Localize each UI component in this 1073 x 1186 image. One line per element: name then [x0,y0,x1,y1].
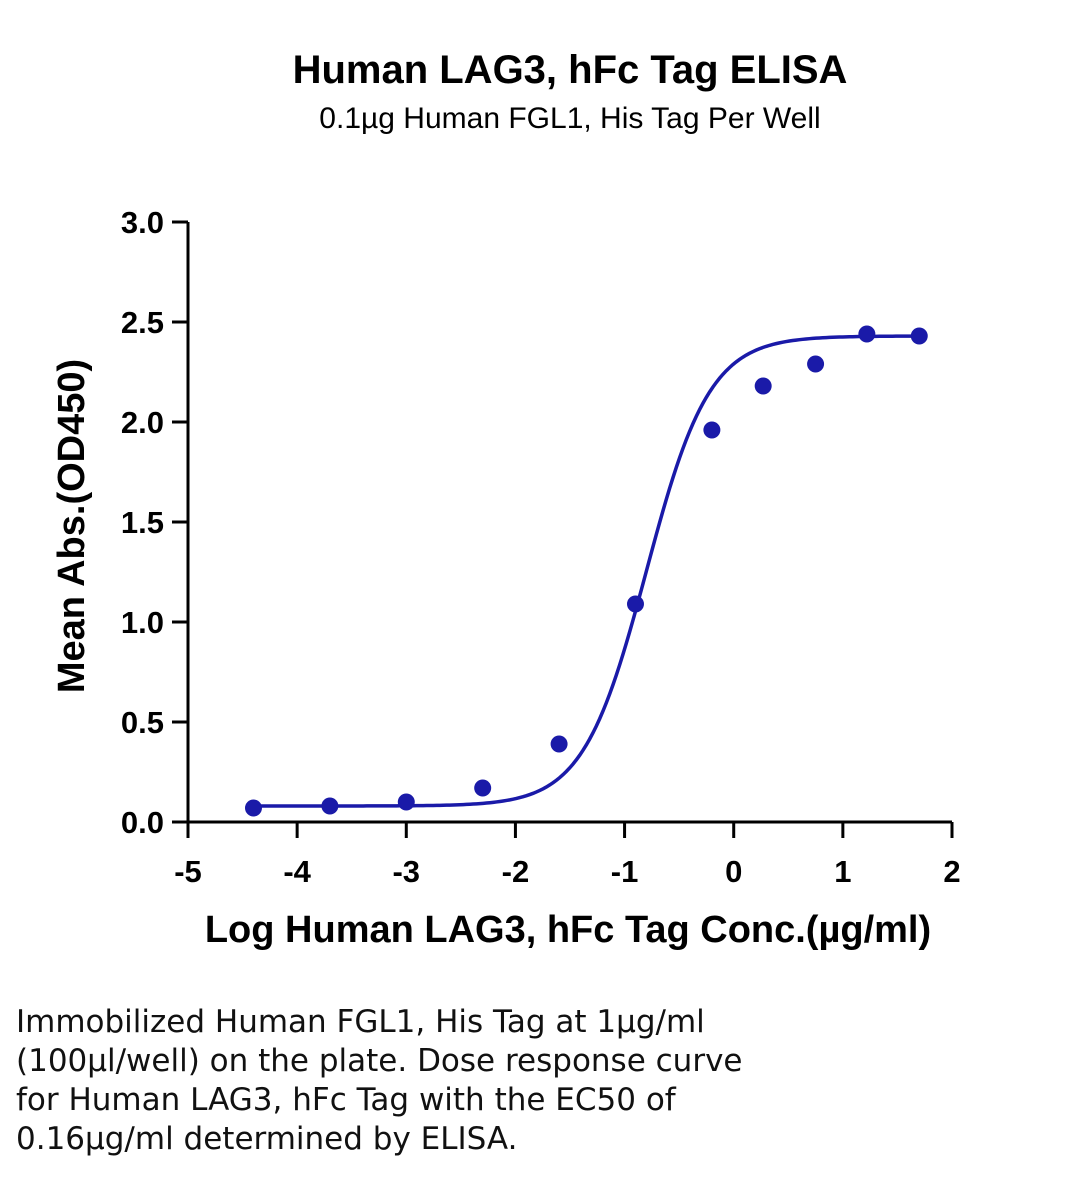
x-tick-label: -2 [502,854,530,889]
axes-group [186,222,952,824]
y-tick-group: 0.0 0.5 1.0 1.5 2.0 2.5 3.0 [121,205,188,840]
y-tick-label: 0.5 [121,705,164,740]
data-point [807,355,825,373]
data-point [754,377,772,395]
chart-subtitle: 0.1µg Human FGL1, His Tag Per Well [319,102,820,135]
x-tick-label: 2 [943,854,960,889]
data-point [703,421,721,439]
chart-title: Human LAG3, hFc Tag ELISA [293,48,848,92]
x-tick-group: -5 -4 -3 -2 -1 0 1 2 [174,822,961,889]
figure-caption: Immobilized Human FGL1, His Tag at 1µg/m… [16,1004,743,1157]
data-point [910,327,928,345]
y-tick-label: 2.0 [121,405,164,440]
y-tick-label: 1.0 [121,605,164,640]
data-point [397,793,415,811]
x-tick-label: 0 [725,854,742,889]
x-tick-label: -4 [283,854,311,889]
data-point [858,325,876,343]
x-tick-label: 1 [834,854,851,889]
fit-curve-group [253,334,920,808]
data-point [321,797,339,815]
data-point [244,799,262,817]
y-axis-label: Mean Abs.(OD450) [51,359,93,693]
y-tick-label: 0.0 [121,805,164,840]
x-tick-label: -3 [392,854,420,889]
y-tick-label: 1.5 [121,505,164,540]
y-tick-label: 3.0 [121,205,164,240]
y-tick-label: 2.5 [121,305,164,340]
fit-curve-line [253,334,920,808]
x-tick-label: -1 [611,854,639,889]
data-point [550,735,568,753]
data-point [626,595,644,613]
data-points-group [244,325,928,817]
x-axis-label: Log Human LAG3, hFc Tag Conc.(µg/ml) [205,909,931,951]
x-tick-label: -5 [174,854,202,889]
elisa-chart: Human LAG3, hFc Tag ELISA 0.1µg Human FG… [51,48,961,951]
data-point [474,779,492,797]
